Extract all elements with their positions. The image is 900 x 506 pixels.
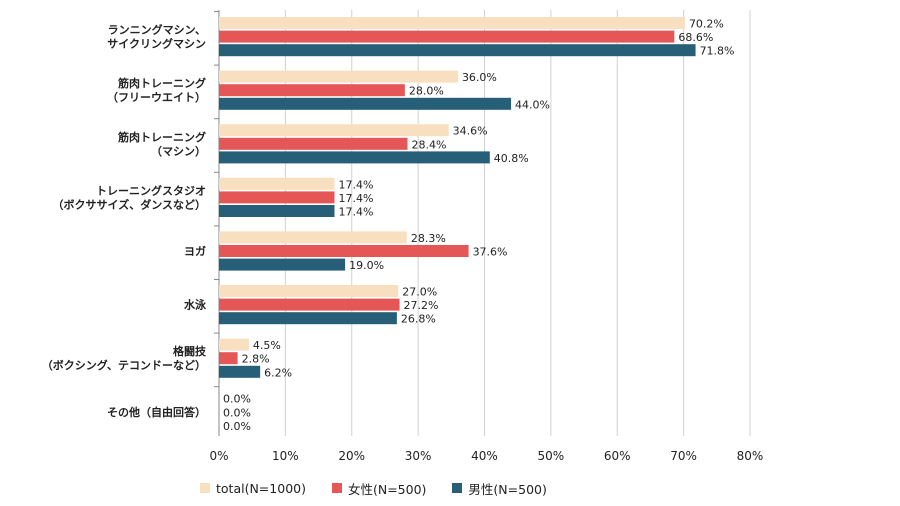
bar [219,70,458,83]
data-label: 19.0% [349,259,384,272]
bar [219,231,407,244]
x-tick-label: 70% [670,449,697,463]
bar [219,191,335,204]
data-label: 68.6% [678,31,713,44]
bar [219,151,490,164]
bar [219,285,399,297]
data-label: 0.0% [223,420,251,433]
category-label: サイクリングマシン [107,37,206,51]
bar [219,30,675,43]
x-tick-label: 30% [405,449,432,463]
category-label: （フリーウエイト） [107,91,206,104]
legend-label-total: total(N=1000) [216,480,306,496]
bar [219,97,512,110]
category-label: （マシン） [151,145,206,158]
data-label: 2.8% [242,353,270,366]
category-label: （ボクササイズ、ダンスなど） [53,197,206,211]
category-label: （ボクシング、テコンドーなど） [42,358,206,372]
data-label: 17.4% [338,206,373,219]
data-label: 37.6% [473,246,508,259]
bar [219,17,685,29]
data-label: 26.8% [401,313,436,326]
data-label: 27.0% [402,286,437,299]
data-label: 4.5% [253,339,281,352]
category-label: 水泳 [184,298,207,312]
category-label: 格闘技 [173,344,207,358]
legend-swatch-male [452,483,463,493]
legend-swatch-female [331,483,342,493]
data-label: 0.0% [223,393,251,406]
x-tick-label: 50% [538,449,565,463]
data-label: 28.4% [412,138,447,151]
bar [219,352,238,365]
category-label: 筋肉トレーニング [117,130,206,144]
bar [219,137,408,150]
x-tick-label: 60% [604,449,631,463]
data-label: 17.4% [338,192,373,205]
x-tick-label: 0% [209,449,228,463]
x-tick-label: 40% [471,449,498,463]
data-label: 34.6% [453,125,488,138]
data-label: 17.4% [338,178,373,191]
legend-swatch-total [200,483,210,493]
data-label: 6.2% [264,366,292,379]
data-label: 44.0% [515,98,550,111]
legend-label-male: 男性(N=500) [468,481,547,497]
data-label: 40.8% [494,152,529,165]
data-label: 70.2% [689,18,724,31]
legend-item-male: 男性(N=500) [452,479,547,498]
category-label: ランニングマシン、 [108,23,206,37]
bar [219,258,346,271]
bar [219,177,335,190]
data-label: 27.2% [404,299,439,312]
data-label: 36.0% [462,71,497,84]
bar [219,205,335,217]
bar [219,338,249,351]
chart-legend: total(N=1000) 女性(N=500) 男性(N=500) [200,476,720,500]
category-label: 筋肉トレーニング [117,76,206,90]
bar [219,124,449,137]
legend-item-female: 女性(N=500) [331,479,427,498]
data-label: 71.8% [700,45,735,58]
bar [219,84,405,97]
x-tick-label: 80% [737,449,764,463]
data-label: 0.0% [223,406,251,419]
legend-label-female: 女性(N=500) [347,481,427,497]
legend-item-total: total(N=1000) [200,481,306,496]
x-tick-label: 10% [272,449,299,463]
x-tick-label: 20% [338,449,365,463]
category-label: ヨガ [184,244,206,258]
bar [219,298,400,311]
bar [219,365,261,378]
category-label: トレーニングスタジオ [96,183,206,197]
bar [219,245,469,257]
data-label: 28.3% [411,232,446,245]
data-label: 28.0% [409,85,444,98]
bar [219,44,696,57]
bar [219,312,397,325]
category-label: その他（自由回答） [107,405,206,419]
